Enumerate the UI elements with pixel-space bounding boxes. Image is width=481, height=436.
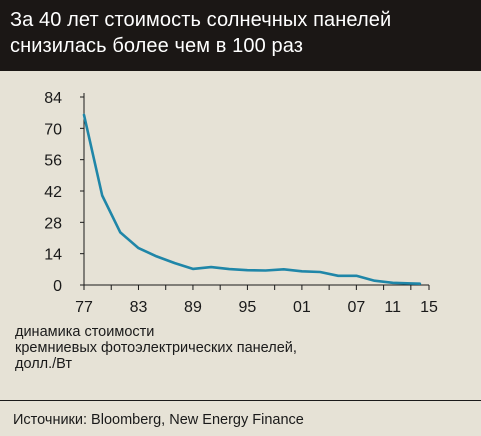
source-note: Источники: Bloomberg, New Energy Finance xyxy=(13,412,304,428)
y-tick-label: 56 xyxy=(44,153,62,170)
y-tick-label: 42 xyxy=(44,184,62,201)
x-tick-label: 95 xyxy=(239,299,257,316)
y-tick-label: 14 xyxy=(44,247,62,264)
x-tick-label: 83 xyxy=(130,299,148,316)
x-tick-label: 77 xyxy=(75,299,93,316)
series-line xyxy=(82,113,422,285)
x-axis-ticks: 77 83 89 95 01 07 15 11 xyxy=(75,285,438,316)
title-line-2: снизилась более чем в 100 раз xyxy=(10,35,303,57)
y-axis-label: динамика стоимости кремниевых фотоэлектр… xyxy=(15,324,375,372)
x-tick-label: 11 xyxy=(384,299,401,316)
y-axis-ticks: 0 14 28 42 56 70 84 xyxy=(44,90,84,295)
x-tick-label: 07 xyxy=(347,299,365,316)
x-tick-label: 01 xyxy=(293,299,311,316)
divider xyxy=(0,400,481,401)
y-axis-label-line-1: динамика стоимости xyxy=(15,324,155,340)
x-tick-label: 15 xyxy=(420,299,438,316)
chart: 0 14 28 42 56 70 84 77 83 89 95 01 07 15 11 xyxy=(0,71,481,321)
y-tick-label: 70 xyxy=(44,121,62,138)
x-tick-label: 89 xyxy=(184,299,202,316)
y-tick-label: 0 xyxy=(53,278,62,295)
axes xyxy=(83,93,429,286)
y-tick-label: 84 xyxy=(44,90,62,107)
title-line-1: За 40 лет стоимость солнечных панелей xyxy=(10,9,392,31)
y-axis-label-line-2: кремниевых фотоэлектрических панелей, xyxy=(15,340,297,356)
y-axis-label-line-3: долл./Вт xyxy=(15,356,73,372)
line-chart: 0 14 28 42 56 70 84 77 83 89 95 01 07 15 11 xyxy=(44,90,438,316)
header: За 40 лет стоимость солнечных панелей сн… xyxy=(0,0,481,71)
y-tick-label: 28 xyxy=(44,215,62,232)
series xyxy=(82,113,422,285)
